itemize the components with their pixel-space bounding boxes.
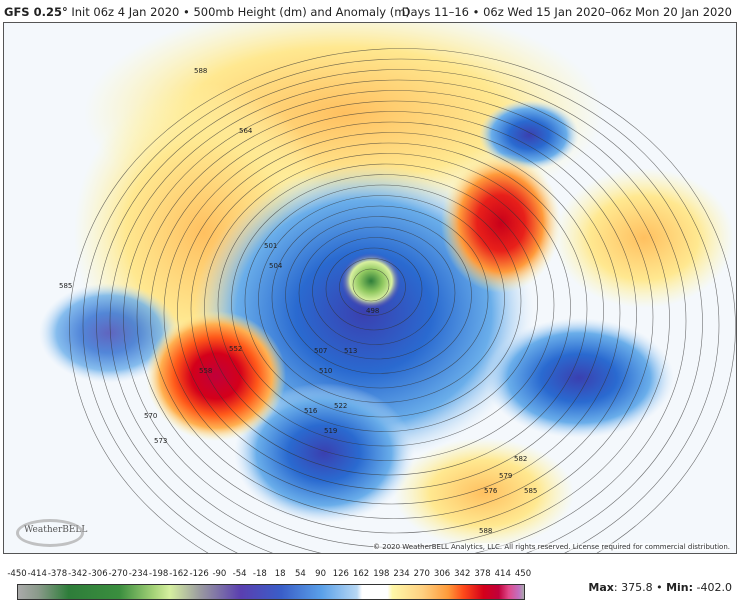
height-contour <box>258 195 505 403</box>
height-contour <box>150 111 637 519</box>
contour-label: 498 <box>366 307 379 315</box>
contour-label: 564 <box>239 127 253 135</box>
strong-negative-anomaly-pole <box>341 253 401 309</box>
colorbar-tick: 126 <box>332 569 349 579</box>
colorbar-tick: 18 <box>274 569 286 579</box>
colorbar-tick: -126 <box>189 569 209 579</box>
colorbar-tick: -342 <box>68 569 88 579</box>
contour-label: 573 <box>154 437 167 445</box>
separator: • <box>656 581 663 594</box>
colorbar-tick: 162 <box>352 569 370 579</box>
colorbar-tick: 90 <box>315 569 327 579</box>
colorbar-tick: -162 <box>169 569 189 579</box>
model-name: GFS 0.25° <box>4 5 68 19</box>
contour-label: 579 <box>499 472 512 480</box>
contour-label: 510 <box>319 367 332 375</box>
height-contour <box>244 184 522 418</box>
height-contour <box>231 174 538 432</box>
colorbar-tick: -234 <box>128 569 149 579</box>
colorbar-tick: -54 <box>232 569 247 579</box>
contour-label: 570 <box>144 412 157 420</box>
max-value: 375.8 <box>621 581 653 594</box>
height-contour <box>271 205 489 389</box>
colorbar-tick: 270 <box>413 569 430 579</box>
contour-label: 507 <box>314 347 327 355</box>
contour-label: 552 <box>229 345 242 353</box>
height-contour <box>69 48 736 553</box>
anomaly-shading <box>39 23 734 548</box>
min-value: -402.0 <box>696 581 732 594</box>
height-contour <box>339 258 406 316</box>
colorbar-tick: -306 <box>88 569 108 579</box>
contour-label: 501 <box>264 242 277 250</box>
positive-anomaly-asia <box>554 168 734 308</box>
contour-label: 522 <box>334 402 347 410</box>
contour-label: 585 <box>59 282 72 290</box>
contour-label: 588 <box>194 67 207 75</box>
height-contour <box>298 226 456 360</box>
height-contour <box>136 100 654 534</box>
height-contour <box>109 79 687 553</box>
positive-anomaly-pacific-ridge <box>146 311 286 441</box>
contour-label: 519 <box>324 427 337 435</box>
colorbar-tick: -378 <box>47 569 68 579</box>
contour-label: 585 <box>524 487 537 495</box>
colorbar-tick: 378 <box>474 569 491 579</box>
anomaly-map: 588 585 564 501 504 498 552 558 570 573 576 579 582 5… <box>3 22 737 554</box>
colorbar-tick: 54 <box>294 569 306 579</box>
colorbar-tick: -18 <box>252 569 267 579</box>
colorbar-tick: -270 <box>108 569 128 579</box>
height-contour <box>312 237 439 345</box>
height-contour <box>217 163 555 447</box>
valid-period: Days 11–16 • 06z Wed 15 Jan 2020–06z Mon… <box>401 5 732 19</box>
colorbar-tick: -450 <box>7 569 27 579</box>
height-contour <box>163 121 621 505</box>
init-description: Init 06z 4 Jan 2020 • 500mb Height (dm) … <box>71 5 410 19</box>
positive-anomaly-russia <box>441 153 561 293</box>
contour-label: 516 <box>304 407 318 415</box>
negative-anomaly-central-us <box>234 383 414 523</box>
contour-label: 558 <box>199 367 212 375</box>
height-contour <box>82 58 720 553</box>
contour-label: 588 <box>479 527 492 535</box>
height-contour <box>352 268 390 302</box>
height-contour <box>190 142 588 476</box>
height-contour <box>325 247 423 331</box>
contour-label: 504 <box>269 262 283 270</box>
copyright-notice: © 2020 WeatherBELL Analytics, LLC. All r… <box>373 543 730 551</box>
negative-anomaly-europe <box>479 100 579 170</box>
min-label: Min: <box>666 581 694 594</box>
colorbar-tick: -90 <box>212 569 227 579</box>
colorbar-tick: 414 <box>494 569 511 579</box>
colorbar-tick: 234 <box>393 569 410 579</box>
colorbar-tick: 342 <box>454 569 471 579</box>
contour-label: 582 <box>514 455 527 463</box>
max-label: Max <box>588 581 614 594</box>
negative-anomaly-atlantic <box>484 318 674 438</box>
negative-anomaly-west-pacific <box>39 283 179 383</box>
colorbar-tick: 306 <box>433 569 451 579</box>
map-title: GFS 0.25° Init 06z 4 Jan 2020 • 500mb He… <box>4 5 410 19</box>
colorbar <box>17 584 525 600</box>
contour-label: 576 <box>484 487 498 495</box>
contour-label: 513 <box>344 347 357 355</box>
colorbar-tick: -198 <box>149 569 169 579</box>
colorbar-tick: 450 <box>514 569 532 579</box>
height-contour <box>204 153 571 461</box>
colorbar-tick: -414 <box>27 569 47 579</box>
height-contour <box>285 216 472 374</box>
colorbar-tick: 198 <box>373 569 390 579</box>
max-min-readout: Max: 375.8 • Min: -402.0 <box>588 581 732 594</box>
height-contour <box>177 132 604 490</box>
height-contour <box>96 69 703 553</box>
colorbar-ticks: -450 -414 -378 -342 -306 -270 -234 -198 -162 -126… <box>7 569 531 581</box>
weatherbell-logo: WeatherBELL <box>16 519 87 547</box>
